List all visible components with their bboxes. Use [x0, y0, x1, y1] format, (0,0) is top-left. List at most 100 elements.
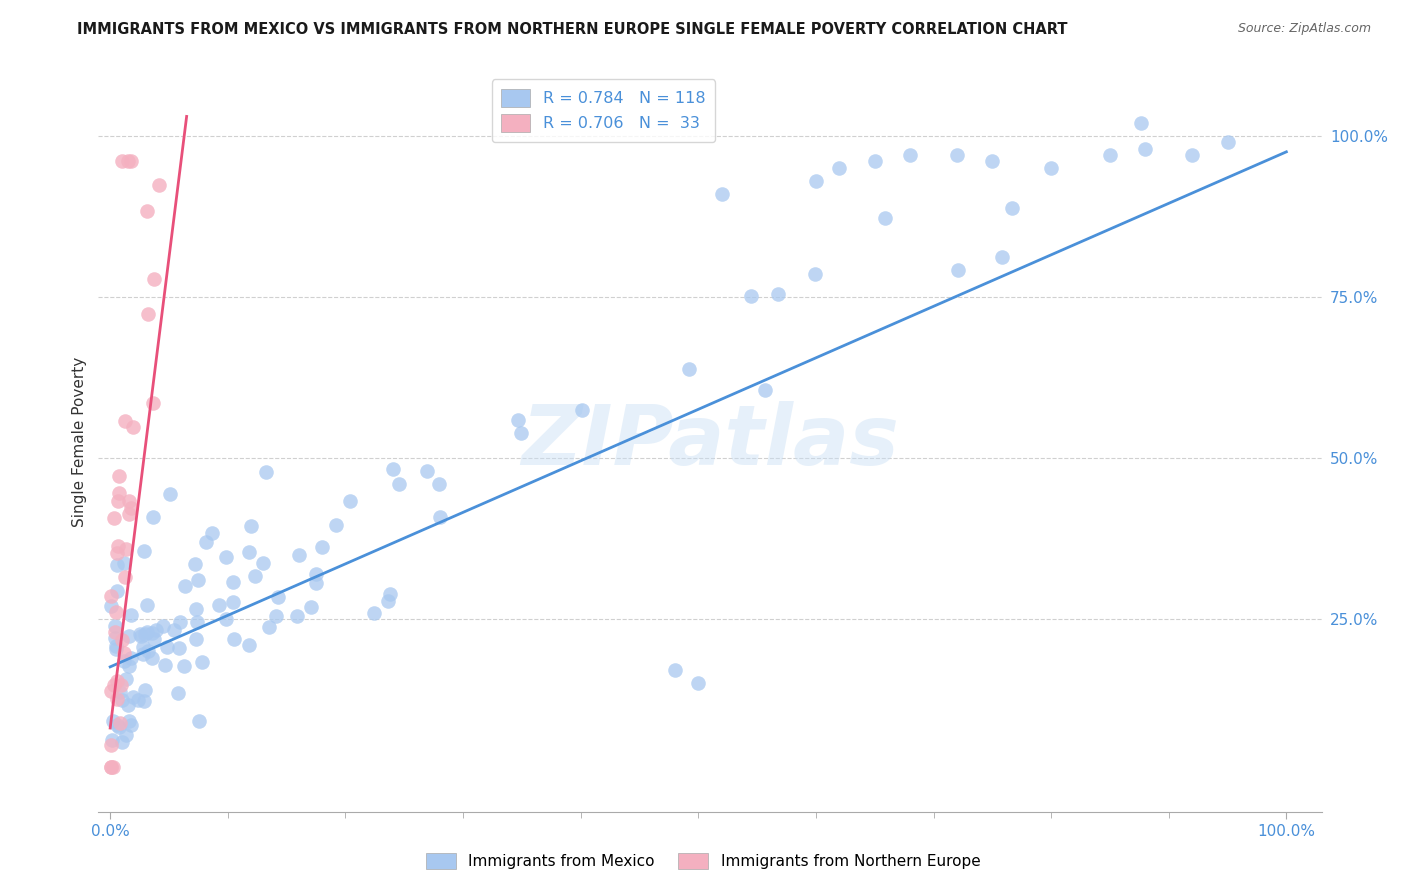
- Point: [142, 395, 165, 409]
- Point: [264, 609, 287, 624]
- Point: [100, 683, 122, 698]
- Point: [107, 718, 129, 732]
- Point: [173, 659, 195, 673]
- Point: [188, 714, 211, 728]
- Text: IMMIGRANTS FROM MEXICO VS IMMIGRANTS FROM NORTHERN EUROPE SINGLE FEMALE POVERTY : IMMIGRANTS FROM MEXICO VS IMMIGRANTS FRO…: [77, 22, 1067, 37]
- Point: [100, 599, 122, 614]
- Point: [136, 644, 159, 658]
- Point: [115, 728, 138, 742]
- Point: [114, 556, 136, 570]
- Point: [111, 154, 134, 169]
- Point: [105, 546, 128, 560]
- Point: [148, 178, 170, 192]
- Point: [238, 638, 260, 652]
- Point: [118, 508, 141, 522]
- Point: [141, 651, 163, 665]
- Point: [112, 654, 135, 668]
- Point: [111, 693, 134, 707]
- Point: [120, 154, 142, 169]
- Point: [108, 684, 131, 698]
- Point: [105, 605, 128, 619]
- Point: [103, 759, 125, 773]
- Point: [388, 476, 411, 491]
- Point: [768, 286, 790, 301]
- Point: [110, 633, 132, 648]
- Point: [107, 469, 129, 483]
- Point: [1135, 142, 1157, 156]
- Point: [416, 464, 439, 478]
- Point: [208, 599, 231, 613]
- Point: [1181, 148, 1204, 162]
- Point: [104, 625, 127, 640]
- Point: [105, 583, 128, 598]
- Point: [678, 362, 700, 376]
- Point: [111, 734, 134, 748]
- Point: [101, 732, 124, 747]
- Point: [187, 573, 209, 587]
- Point: [107, 558, 129, 572]
- Point: [103, 714, 125, 728]
- Point: [186, 615, 208, 629]
- Legend: R = 0.784   N = 118, R = 0.706   N =  33: R = 0.784 N = 118, R = 0.706 N = 33: [492, 79, 716, 142]
- Point: [143, 632, 166, 646]
- Point: [710, 186, 733, 201]
- Point: [311, 540, 333, 554]
- Text: ZIPatlas: ZIPatlas: [522, 401, 898, 482]
- Point: [254, 465, 277, 479]
- Point: [305, 576, 328, 591]
- Y-axis label: Single Female Poverty: Single Female Poverty: [72, 357, 87, 526]
- Point: [153, 657, 176, 672]
- Point: [108, 720, 131, 734]
- Point: [184, 602, 207, 616]
- Point: [107, 494, 129, 508]
- Point: [136, 307, 159, 321]
- Point: [898, 148, 921, 162]
- Point: [110, 678, 132, 692]
- Point: [103, 511, 125, 525]
- Point: [118, 494, 141, 508]
- Point: [121, 690, 143, 705]
- Point: [740, 288, 762, 302]
- Point: [378, 587, 401, 601]
- Point: [117, 154, 139, 169]
- Point: [510, 425, 533, 440]
- Legend: Immigrants from Mexico, Immigrants from Northern Europe: Immigrants from Mexico, Immigrants from …: [419, 847, 987, 875]
- Point: [1216, 135, 1239, 149]
- Point: [115, 672, 138, 686]
- Point: [194, 534, 217, 549]
- Point: [828, 161, 851, 175]
- Point: [238, 545, 260, 559]
- Point: [285, 608, 308, 623]
- Point: [136, 204, 159, 219]
- Point: [1040, 161, 1063, 175]
- Point: [129, 626, 152, 640]
- Point: [804, 174, 827, 188]
- Point: [382, 462, 405, 476]
- Point: [105, 673, 128, 688]
- Point: [214, 549, 236, 564]
- Point: [156, 640, 179, 655]
- Point: [131, 640, 153, 654]
- Point: [104, 641, 127, 656]
- Point: [664, 663, 686, 677]
- Point: [875, 211, 897, 226]
- Point: [981, 154, 1004, 169]
- Point: [339, 494, 361, 508]
- Point: [120, 651, 142, 665]
- Point: [377, 594, 399, 608]
- Point: [107, 539, 129, 553]
- Point: [131, 647, 153, 661]
- Point: [108, 486, 131, 500]
- Point: [299, 599, 322, 614]
- Point: [141, 626, 163, 640]
- Point: [159, 487, 181, 501]
- Point: [129, 629, 152, 643]
- Point: [991, 251, 1014, 265]
- Point: [120, 608, 142, 623]
- Point: [120, 501, 142, 516]
- Point: [103, 631, 125, 645]
- Point: [173, 579, 195, 593]
- Point: [134, 682, 156, 697]
- Point: [167, 685, 190, 699]
- Point: [215, 612, 238, 626]
